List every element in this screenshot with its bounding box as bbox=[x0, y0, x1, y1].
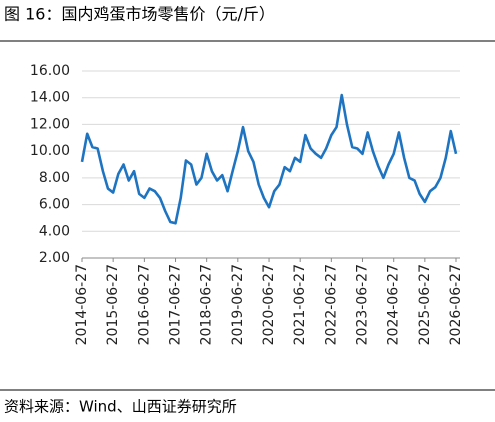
x-tick-label: 2024-06-27 bbox=[386, 264, 402, 345]
x-tick-label: 2026-06-27 bbox=[448, 264, 464, 345]
source-note: 资料来源：Wind、山西证券研究所 bbox=[4, 398, 237, 416]
line-series bbox=[80, 93, 458, 225]
x-tick-label: 2019-06-27 bbox=[230, 264, 246, 345]
y-tick-label: 4.00 bbox=[39, 223, 70, 239]
x-tick-label: 2017-06-27 bbox=[168, 264, 184, 345]
x-tick-label: 2018-06-27 bbox=[199, 264, 215, 345]
x-tick-label: 2022-06-27 bbox=[323, 264, 339, 345]
y-tick-label: 8.00 bbox=[39, 170, 70, 186]
y-tick-label: 16.00 bbox=[30, 63, 70, 79]
y-tick-label: 2.00 bbox=[39, 250, 70, 266]
x-tick-label: 2015-06-27 bbox=[105, 264, 121, 345]
chart-title: 图 16：国内鸡蛋市场零售价（元/斤） bbox=[4, 5, 275, 24]
y-tick-label: 12.00 bbox=[30, 116, 70, 132]
x-tick-label: 2021-06-27 bbox=[292, 264, 308, 345]
x-tick-label: 2020-06-27 bbox=[261, 264, 277, 345]
y-tick-label: 14.00 bbox=[30, 90, 70, 106]
y-tick-label: 6.00 bbox=[39, 197, 70, 213]
x-tick-label: 2023-06-27 bbox=[354, 264, 370, 345]
x-tick-label: 2016-06-27 bbox=[136, 264, 152, 345]
x-tick-label: 2025-06-27 bbox=[417, 264, 433, 345]
x-tick-label: 2014-06-27 bbox=[74, 264, 90, 345]
y-tick-label: 10.00 bbox=[30, 143, 70, 159]
